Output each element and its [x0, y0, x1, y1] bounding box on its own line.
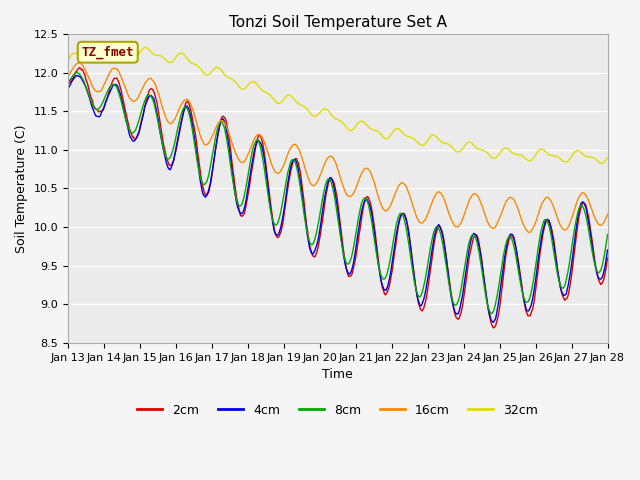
2cm [420, 306, 428, 312]
32cm [604, 155, 611, 160]
Title: Tonzi Soil Temperature Set A: Tonzi Soil Temperature Set A [228, 15, 447, 30]
8cm [185, 110, 193, 116]
16cm [64, 74, 72, 80]
16cm [74, 60, 82, 66]
Y-axis label: Soil Temperature (C): Soil Temperature (C) [15, 124, 28, 253]
32cm [64, 58, 72, 63]
16cm [214, 122, 221, 128]
16cm [604, 211, 611, 217]
4cm [604, 247, 611, 253]
16cm [525, 229, 533, 235]
8cm [420, 284, 428, 289]
8cm [64, 80, 72, 85]
16cm [420, 218, 428, 224]
16cm [404, 188, 412, 193]
16cm [75, 60, 83, 66]
32cm [404, 134, 412, 140]
32cm [185, 58, 193, 63]
32cm [129, 55, 137, 60]
8cm [214, 127, 221, 132]
16cm [185, 98, 193, 104]
32cm [74, 52, 82, 58]
4cm [489, 319, 497, 325]
2cm [214, 135, 221, 141]
2cm [604, 255, 611, 261]
Line: 2cm: 2cm [68, 68, 607, 328]
2cm [64, 81, 72, 87]
4cm [64, 85, 72, 91]
Text: TZ_fmet: TZ_fmet [81, 46, 134, 59]
8cm [73, 70, 81, 75]
8cm [75, 71, 83, 76]
4cm [404, 226, 412, 231]
32cm [214, 64, 221, 70]
4cm [185, 107, 193, 112]
Line: 8cm: 8cm [68, 72, 607, 314]
Legend: 2cm, 4cm, 8cm, 16cm, 32cm: 2cm, 4cm, 8cm, 16cm, 32cm [132, 399, 543, 422]
Line: 32cm: 32cm [68, 48, 607, 163]
8cm [404, 236, 412, 241]
8cm [130, 129, 138, 135]
4cm [130, 138, 138, 144]
4cm [72, 72, 80, 78]
Line: 4cm: 4cm [68, 75, 607, 322]
2cm [74, 66, 82, 72]
4cm [75, 73, 83, 79]
8cm [604, 232, 611, 238]
32cm [142, 45, 150, 50]
2cm [185, 101, 193, 107]
4cm [214, 135, 221, 141]
2cm [490, 325, 497, 331]
32cm [420, 142, 428, 148]
X-axis label: Time: Time [323, 368, 353, 381]
Line: 16cm: 16cm [68, 63, 607, 232]
2cm [404, 224, 412, 229]
2cm [130, 136, 138, 142]
8cm [488, 311, 495, 317]
32cm [598, 160, 605, 166]
2cm [76, 65, 83, 71]
4cm [420, 297, 428, 302]
16cm [130, 98, 138, 104]
